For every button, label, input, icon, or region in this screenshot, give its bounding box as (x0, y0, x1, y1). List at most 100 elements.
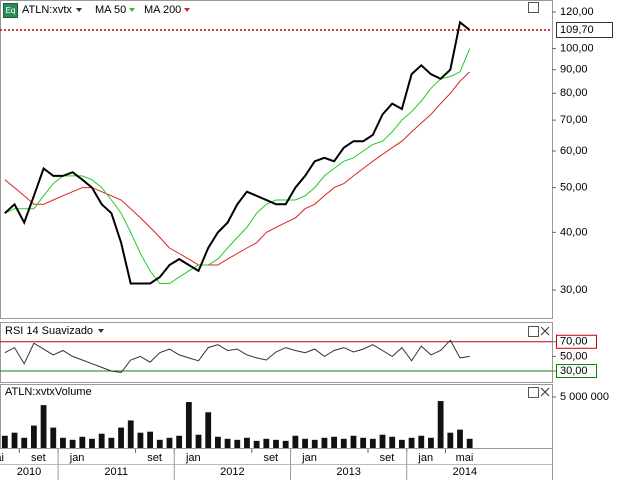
volume-bar (185, 402, 192, 448)
volume-bar (60, 437, 66, 448)
y-tick-label: 120,00 (560, 6, 594, 18)
volume-bar (311, 439, 318, 448)
close-button[interactable] (540, 387, 550, 397)
volume-bar (176, 435, 183, 448)
y-tick-label: 50,00 (560, 182, 588, 194)
volume-bar (273, 439, 279, 448)
y-tick-label: 60,00 (560, 145, 588, 157)
volume-panel (0, 384, 553, 449)
volume-bar (408, 437, 415, 448)
rsi-panel (0, 322, 553, 383)
last-price-label: 109,70 (560, 24, 594, 36)
x-tick-label: jan (417, 452, 433, 464)
y-tick-label: 50,00 (560, 350, 588, 362)
tick-box (556, 334, 597, 349)
volume-bar (253, 440, 260, 448)
volume-bar (379, 434, 386, 448)
volume-bar (108, 437, 115, 448)
x-tick-label: mai (456, 452, 474, 464)
volume-bar (321, 437, 328, 448)
dropdown[interactable] (76, 8, 82, 12)
year-label: 2012 (220, 466, 244, 478)
volume-bar (369, 438, 376, 448)
volume-bar (437, 401, 444, 448)
volume-bar (156, 439, 163, 448)
tick-box (556, 364, 597, 379)
volume-bar (127, 420, 134, 448)
restore-button[interactable] (528, 2, 539, 13)
dropdown[interactable] (98, 329, 104, 333)
volume-bar (340, 438, 347, 448)
volume-bar (331, 436, 338, 448)
volume-bar (50, 427, 57, 448)
series-line (4, 71, 471, 266)
volume-bar (263, 438, 270, 448)
y-tick-label: 70,00 (560, 336, 588, 348)
volume-bar (137, 432, 144, 448)
x-tick-label: jan (69, 452, 85, 464)
volume-bar (466, 438, 473, 448)
restore-button[interactable] (528, 387, 539, 398)
panel-plot (1, 401, 473, 448)
volume-bar (69, 439, 76, 448)
volume-bar (147, 431, 154, 448)
close-button[interactable] (540, 326, 550, 336)
dropdown[interactable] (129, 8, 135, 12)
volume-bar (40, 405, 47, 448)
volume-bar (447, 432, 454, 448)
volume-bar (234, 439, 241, 448)
x-tick-label: jan (301, 452, 317, 464)
instrument-icon (3, 3, 18, 18)
volume-bar (389, 436, 396, 448)
volume-bar (244, 437, 250, 448)
y-tick-label: 40,00 (560, 226, 588, 238)
volume-bar (398, 439, 405, 448)
panel-buttons (528, 2, 550, 398)
volume-bar (166, 437, 173, 448)
price-panel (0, 0, 553, 319)
y-tick-label: 90,00 (560, 64, 588, 76)
y-tick-label: 30,00 (560, 284, 588, 296)
volume-bar (282, 440, 289, 448)
year-label: 2014 (453, 466, 477, 478)
volume-bar (418, 435, 425, 448)
series-line (4, 339, 470, 374)
dropdown[interactable] (184, 8, 190, 12)
volume-bar (30, 425, 37, 448)
series-line (4, 20, 471, 285)
x-tick-label: ai (0, 452, 4, 464)
year-label: 2011 (104, 466, 128, 478)
time-axis: ai set jan set jan set jan set jan mai 2010 2011 201… (0, 449, 477, 480)
series-line (4, 48, 471, 284)
volume-bar (292, 435, 299, 448)
volume-bar (79, 436, 86, 448)
volume-bar (457, 429, 463, 448)
volume-bar (195, 434, 202, 448)
year-label: 2013 (336, 466, 360, 478)
volume-bar (118, 427, 124, 448)
panel-plot (0, 339, 552, 374)
volume-bar (98, 433, 105, 448)
y-tick-label: 30,00 (560, 365, 588, 377)
volume-bar (302, 438, 308, 448)
volume-bar (428, 437, 434, 448)
volume-bar (11, 432, 18, 448)
y-tick-label: 80,00 (560, 87, 588, 99)
year-label: 2010 (17, 466, 41, 478)
volume-title: ATLN:xvtxVolume (5, 386, 92, 398)
volume-bar (205, 412, 212, 448)
legend-instrument: ATLN:xvtx (22, 4, 72, 16)
restore-button[interactable] (528, 326, 539, 337)
rsi-title: RSI 14 Suavizado (5, 325, 93, 337)
volume-bar (21, 437, 28, 448)
volume-bar (214, 436, 221, 448)
y-tick-label: 100,00 (560, 42, 594, 54)
x-tick-label: set (263, 452, 278, 464)
volume-bar (360, 437, 367, 448)
volume-bar (89, 438, 95, 448)
volume-bar (350, 435, 357, 448)
volume-bar (1, 435, 8, 448)
x-tick-label: set (31, 452, 46, 464)
